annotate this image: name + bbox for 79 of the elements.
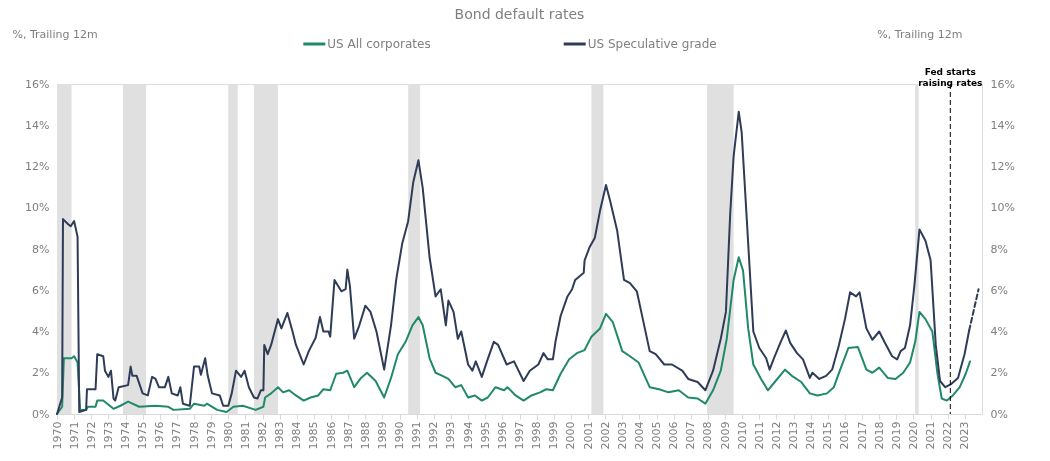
y2-tick-label: 2% [990, 366, 1008, 380]
x-tick-label: 2006 [667, 421, 681, 450]
x-tick-label: 1982 [256, 421, 270, 450]
x-tick-label: 1971 [67, 421, 81, 450]
y2-tick-label: 8% [990, 242, 1008, 256]
x-tick-label: 1973 [101, 421, 115, 450]
x-tick-label: 1993 [444, 421, 458, 450]
y2-tick-label: 14% [990, 118, 1015, 132]
y-tick-label: 0% [32, 407, 50, 421]
y2-tick-label: 6% [990, 283, 1008, 297]
x-tick-label: 2017 [855, 421, 869, 450]
x-tick-label: 2009 [718, 421, 732, 450]
y2-tick-label: 0% [990, 407, 1008, 421]
x-tick-label: 2010 [735, 421, 749, 450]
x-tick-label: 2023 [958, 421, 972, 450]
x-tick-label: 2003 [615, 421, 629, 450]
x-tick-label: 2020 [906, 421, 920, 450]
x-tick-label: 1992 [427, 421, 441, 450]
x-tick-label: 1986 [324, 421, 338, 450]
y2-tick-label: 12% [990, 160, 1015, 173]
y-axis-title: %, Trailing 12m [12, 27, 98, 41]
x-tick-label: 1988 [358, 421, 372, 450]
y-tick-label: 16% [25, 77, 50, 91]
x-tick-label: 1987 [341, 421, 355, 450]
y-tick-label: 12% [25, 160, 50, 173]
y-tick-label: 10% [25, 201, 50, 215]
x-tick-label: 2007 [684, 421, 698, 450]
y2-tick-label: 10% [990, 201, 1015, 215]
x-tick-label: 1977 [170, 421, 184, 450]
y-tick-label: 2% [32, 366, 50, 380]
x-tick-label: 2013 [787, 421, 801, 450]
x-tick-label: 1970 [50, 421, 64, 450]
x-tick-label: 2001 [581, 421, 595, 450]
x-tick-label: 2002 [598, 421, 612, 450]
y-tick-label: 6% [32, 283, 50, 297]
chart-title: Bond default rates [454, 6, 585, 22]
x-tick-label: 1984 [290, 421, 304, 450]
legend-label: US All corporates [327, 37, 431, 51]
y2-tick-label: 16% [990, 77, 1015, 91]
x-tick-label: 1983 [273, 421, 287, 450]
y-tick-label: 14% [25, 118, 50, 132]
legend-label: US Speculative grade [587, 37, 717, 51]
line-series [56, 256, 972, 415]
x-tick-label: 1975 [136, 421, 150, 450]
x-tick-label: 2016 [838, 421, 852, 450]
x-tick-label: 2004 [632, 421, 646, 450]
x-tick-label: 1985 [307, 421, 321, 450]
x-tick-label: 1976 [153, 421, 167, 450]
x-tick-label: 1990 [393, 421, 407, 450]
x-tick-label: 1981 [238, 421, 252, 450]
x-tick-label: 1979 [204, 421, 218, 450]
y2-tick-label: 4% [990, 325, 1008, 338]
x-tick-label: 2022 [941, 421, 955, 450]
x-tick-label: 1996 [495, 421, 509, 450]
x-tick-label: 1999 [547, 421, 561, 450]
x-tick-label: 1974 [119, 421, 133, 450]
x-tick-label: 2012 [769, 421, 783, 450]
x-tick-label: 1978 [187, 421, 201, 450]
x-tick-label: 2018 [872, 421, 886, 450]
y-tick-label: 4% [32, 325, 50, 338]
x-tick-label: 1994 [461, 421, 475, 450]
y2-axis-title: %, Trailing 12m [877, 27, 963, 41]
x-tick-label: 1998 [530, 421, 544, 450]
x-tick-label: 1991 [410, 421, 424, 450]
x-tick-label: 1997 [513, 421, 526, 450]
x-tick-label: 2005 [650, 421, 664, 450]
x-tick-label: 1995 [478, 421, 492, 450]
y-tick-label: 8% [32, 242, 50, 256]
x-tick-label: 2011 [752, 421, 766, 450]
ref-line-label: Fed starts raising rates [918, 67, 983, 88]
x-tick-label: 2015 [821, 421, 835, 450]
x-tick-label: 1980 [221, 421, 235, 450]
x-tick-label: 2014 [804, 421, 818, 450]
x-tick-label: 2008 [701, 421, 715, 450]
x-tick-label: 1972 [84, 421, 98, 450]
x-tick-label: 1989 [375, 421, 389, 450]
x-tick-label: 2021 [924, 421, 938, 450]
x-tick-label: 2019 [889, 421, 903, 450]
x-tick-label: 2000 [564, 421, 578, 450]
